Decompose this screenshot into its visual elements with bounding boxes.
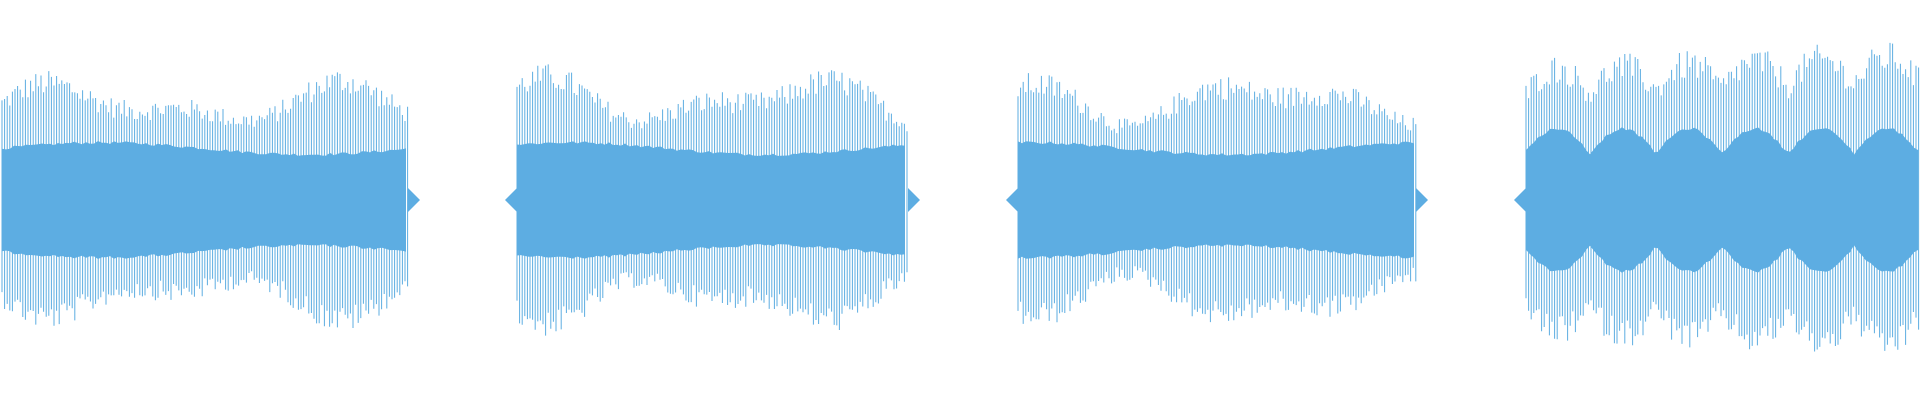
waveform-core (2, 141, 406, 259)
waveform-tail (1006, 188, 1018, 212)
waveform-core (1526, 127, 1918, 273)
waveform-core (517, 141, 905, 259)
waveform-tail (1416, 188, 1428, 212)
waveform-tail (908, 188, 920, 212)
waveform-tail (505, 188, 517, 212)
audio-clip (1514, 42, 1920, 352)
waveform-tail (408, 188, 420, 212)
audio-clip (1006, 73, 1428, 324)
audio-clip (1, 71, 420, 328)
audio-clip (505, 64, 920, 336)
waveform-core (1018, 141, 1414, 259)
waveform-tail (1514, 188, 1526, 212)
